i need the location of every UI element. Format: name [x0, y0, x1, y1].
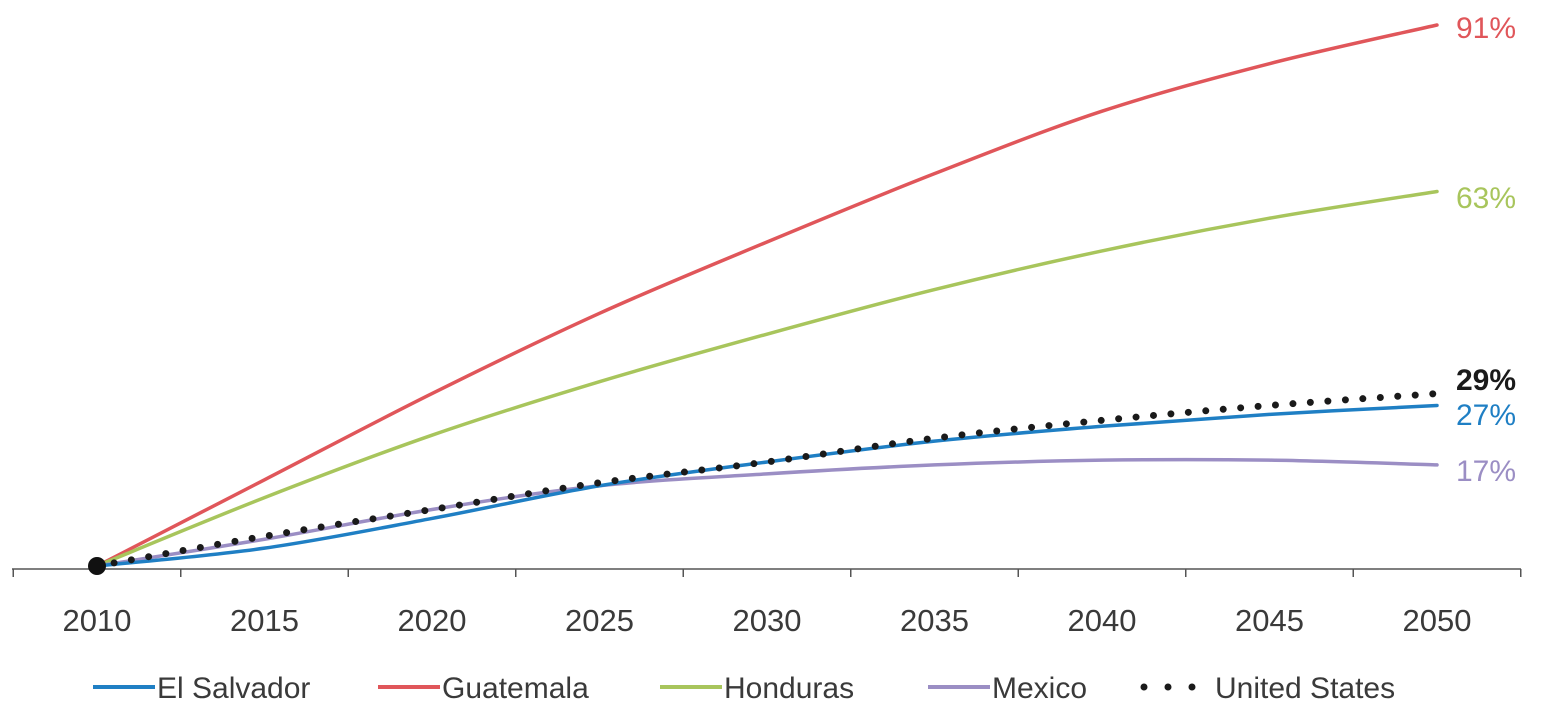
x-tick-label: 2025: [565, 603, 634, 638]
x-tick-label: 2035: [900, 603, 969, 638]
legend-item-el-salvador: El Salvador: [93, 672, 310, 701]
legend-label: Honduras: [724, 672, 854, 701]
x-tick-label: 2050: [1403, 603, 1472, 638]
x-tick-label: 2015: [230, 603, 299, 638]
end-label-guatemala: 91%: [1456, 12, 1516, 45]
legend: El Salvador Guatemala Honduras Mexico United…: [93, 672, 1395, 701]
origin-point: [88, 557, 106, 575]
end-label-honduras: 63%: [1456, 182, 1516, 215]
x-tick-label: 2030: [733, 603, 802, 638]
legend-item-mexico: Mexico: [928, 672, 1087, 701]
series-line-mexico: [95, 457, 1439, 568]
series-line-el-salvador: [95, 403, 1439, 568]
series-line-guatemala: [95, 23, 1439, 568]
legend-item-honduras: Honduras: [660, 672, 854, 701]
x-tick-label: 2045: [1235, 603, 1304, 638]
legend-label: United States: [1215, 672, 1395, 701]
series-line-united-states: [93, 390, 1441, 570]
end-label-mexico: 17%: [1456, 455, 1516, 488]
legend-item-united-states: United States: [1140, 672, 1395, 701]
x-tick-label: 2020: [398, 603, 467, 638]
end-label-united-states: 29%: [1456, 364, 1516, 397]
legend-label: Mexico: [992, 672, 1087, 701]
series-lines: [88, 23, 1441, 575]
x-axis: 2010 2015 2020 2025 2030 2035 2040 2045 2050: [12, 568, 1522, 638]
legend-label: El Salvador: [157, 672, 310, 701]
end-labels: 27% 91% 63% 17% 29%: [1456, 12, 1516, 488]
legend-item-guatemala: Guatemala: [378, 672, 589, 701]
series-line-honduras: [95, 189, 1439, 568]
x-tick-label: 2010: [63, 603, 132, 638]
x-tick-label: 2040: [1068, 603, 1137, 638]
end-label-el-salvador: 27%: [1456, 399, 1516, 432]
legend-label: Guatemala: [442, 672, 589, 701]
